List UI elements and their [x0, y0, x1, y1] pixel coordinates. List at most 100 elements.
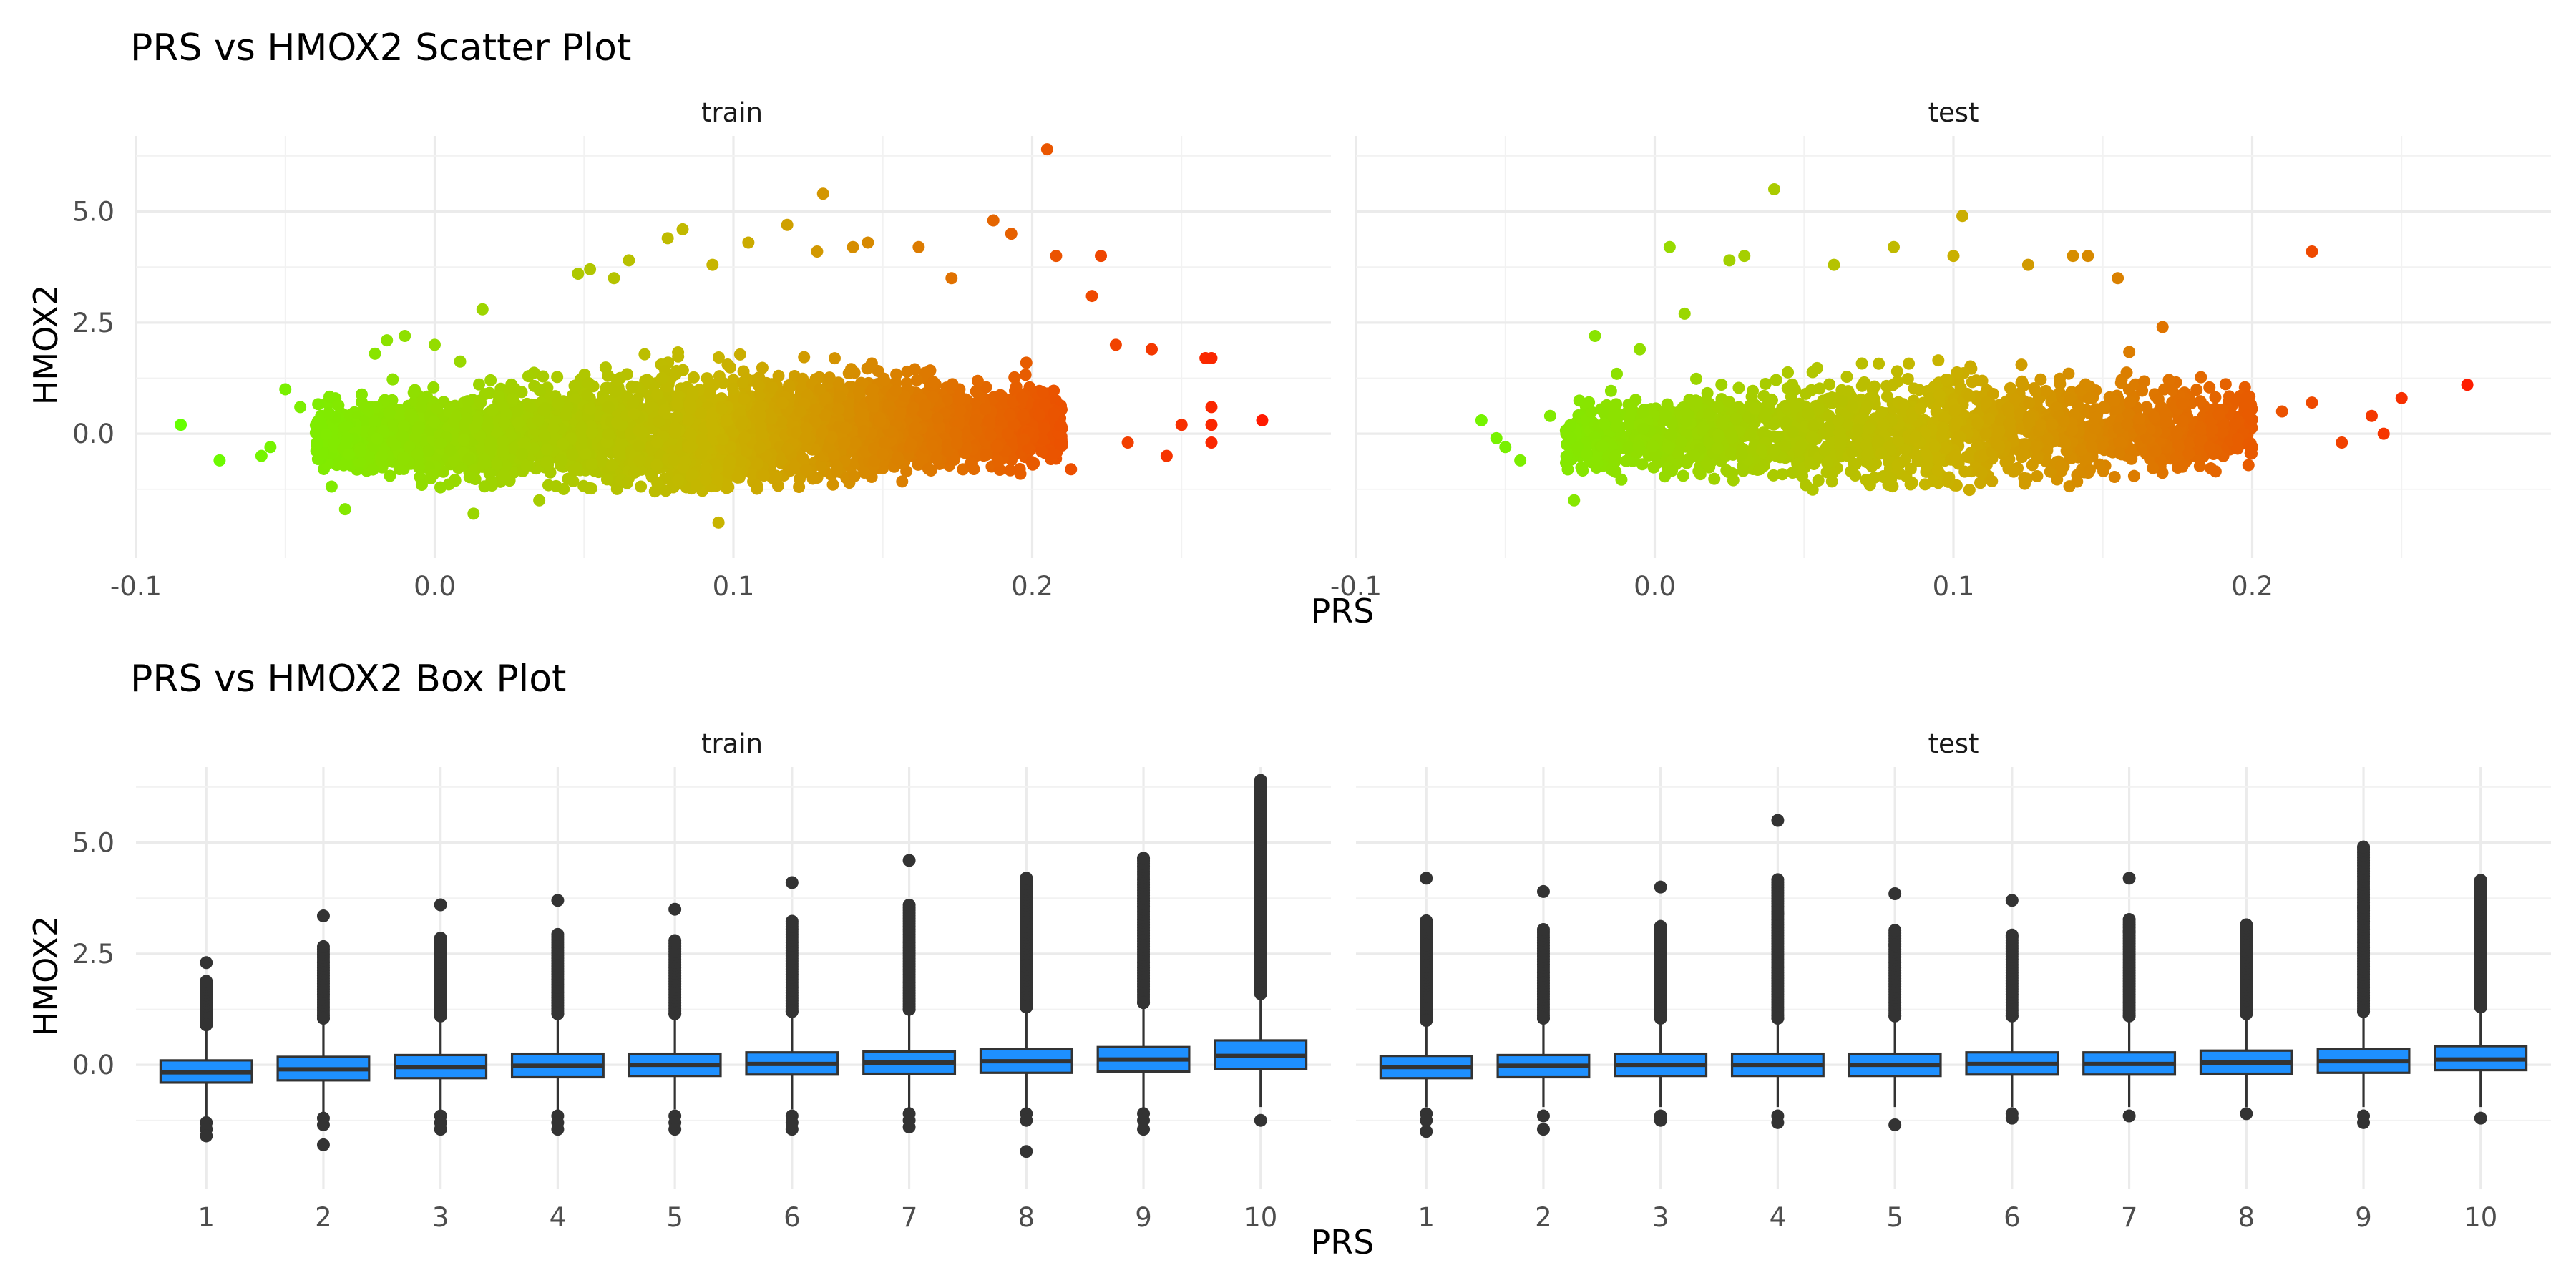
scatter-point	[1782, 366, 1795, 379]
scatter-point	[2195, 371, 2207, 384]
scatter-point	[1095, 250, 1108, 263]
scatter-point	[716, 433, 729, 446]
scatter-point	[476, 303, 489, 316]
scatter-point	[828, 352, 841, 365]
scatter-facet-label-test: test	[1928, 97, 1979, 128]
scatter-x-tick-label: 0.1	[1933, 571, 1975, 602]
scatter-point	[462, 453, 475, 466]
scatter-point	[723, 460, 736, 473]
scatter-point	[1033, 409, 1045, 421]
scatter-point	[1015, 391, 1028, 404]
scatter-point	[781, 442, 794, 455]
scatter-point	[736, 376, 749, 389]
scatter-point	[457, 434, 470, 447]
scatter-point	[602, 428, 615, 441]
scatter-point	[386, 373, 399, 386]
scatter-point	[342, 448, 355, 461]
scatter-point	[892, 451, 904, 464]
scatter-point	[1038, 398, 1051, 411]
scatter-point	[422, 444, 435, 457]
scatter-point	[738, 431, 751, 444]
scatter-point	[1019, 369, 1032, 381]
scatter-point	[1038, 421, 1051, 434]
scatter-point	[867, 383, 879, 396]
scatter-point	[605, 459, 618, 472]
scatter-point	[516, 448, 529, 461]
scatter-point	[461, 395, 474, 408]
scatter-point	[628, 407, 640, 420]
scatter-point	[332, 399, 345, 412]
scatter-point	[713, 370, 726, 383]
scatter-point	[927, 376, 940, 389]
scatter-point	[952, 393, 965, 406]
scatter-point	[633, 439, 645, 452]
scatter-point	[874, 415, 887, 428]
scatter-point	[413, 421, 426, 434]
scatter-point	[668, 454, 680, 467]
scatter-point	[668, 426, 681, 439]
scatter-point	[264, 441, 277, 454]
scatter-point	[742, 236, 755, 249]
scatter-point	[1065, 463, 1078, 476]
scatter-panel-train: -0.1 0.0 0.1 0.20.02.55.0	[72, 136, 1331, 602]
scatter-point	[896, 475, 909, 488]
scatter-point	[635, 426, 648, 439]
scatter-point	[650, 388, 663, 401]
scatter-x-tick-label: 0.2	[2231, 571, 2273, 602]
scatter-point	[765, 412, 778, 425]
scatter-point	[384, 469, 396, 482]
scatter-point	[620, 477, 633, 489]
scatter-point	[585, 457, 598, 470]
scatter-point	[1025, 456, 1038, 469]
scatter-x-axis-title: PRS	[1311, 592, 1375, 630]
scatter-point	[1035, 445, 1048, 458]
scatter-y-axis-title: HMOX2	[26, 285, 65, 405]
scatter-point	[1146, 343, 1158, 356]
scatter-point	[736, 415, 749, 428]
scatter-point	[651, 477, 664, 489]
scatter-point	[800, 464, 813, 477]
scatter-point	[584, 403, 597, 416]
scatter-point	[540, 457, 552, 469]
scatter-point	[909, 421, 922, 434]
scatter-point	[983, 414, 996, 427]
scatter-point	[1050, 250, 1063, 263]
scatter-point	[498, 416, 511, 429]
scatter-point	[926, 439, 939, 452]
scatter-point	[833, 390, 846, 403]
scatter-point	[844, 363, 857, 376]
scatter-point	[555, 454, 568, 467]
scatter-point	[426, 468, 439, 481]
scatter-point	[661, 232, 674, 245]
scatter-point	[1005, 228, 1018, 240]
scatter-point	[830, 459, 843, 472]
scatter-point	[412, 461, 425, 474]
scatter-plot-section: PRS vs HMOX2 Scatter Plot train test PRS…	[26, 26, 2551, 630]
scatter-point	[839, 421, 852, 434]
scatter-point	[706, 419, 718, 431]
scatter-point	[175, 419, 187, 431]
scatter-point	[1205, 352, 1218, 365]
scatter-point	[2242, 459, 2255, 472]
scatter-point	[878, 374, 891, 386]
scatter-point	[640, 374, 653, 386]
scatter-x-tick-label: 0.2	[1011, 571, 1053, 602]
scatter-point	[1048, 384, 1060, 397]
scatter-point	[890, 368, 903, 381]
scatter-point	[852, 385, 865, 398]
scatter-point	[987, 214, 1000, 227]
scatter-point	[751, 479, 763, 492]
scatter-point	[1175, 419, 1188, 431]
scatter-point	[734, 455, 747, 468]
scatter-point	[467, 507, 480, 520]
scatter-point	[676, 223, 689, 235]
scatter-y-tick-label: 5.0	[72, 197, 114, 228]
scatter-point	[381, 334, 394, 347]
scatter-point	[816, 426, 829, 439]
scatter-point	[486, 404, 499, 416]
scatter-point	[1160, 449, 1173, 462]
scatter-point	[483, 467, 496, 480]
scatter-point	[1045, 447, 1058, 460]
scatter-point	[407, 386, 420, 399]
